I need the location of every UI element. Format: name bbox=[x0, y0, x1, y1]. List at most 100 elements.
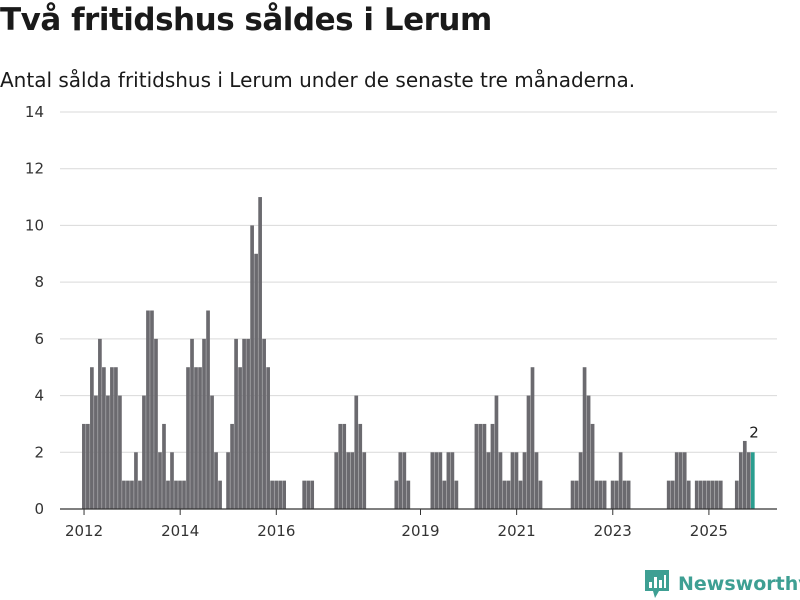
bar bbox=[522, 452, 527, 509]
bar bbox=[594, 480, 599, 509]
bar bbox=[214, 452, 218, 509]
bar bbox=[478, 423, 483, 509]
bar bbox=[258, 197, 262, 510]
bar bbox=[742, 440, 747, 509]
bar bbox=[190, 338, 194, 509]
bar bbox=[534, 452, 539, 509]
x-tick-label: 2014 bbox=[161, 522, 199, 540]
bar bbox=[138, 480, 142, 509]
bar bbox=[110, 367, 114, 509]
bar bbox=[490, 423, 495, 509]
bar bbox=[482, 423, 487, 509]
bar bbox=[678, 452, 683, 509]
bar bbox=[530, 367, 535, 509]
bar bbox=[694, 480, 699, 509]
bar bbox=[502, 480, 507, 509]
y-tick-label: 8 bbox=[34, 273, 44, 291]
y-tick-label: 4 bbox=[34, 387, 44, 405]
bar bbox=[182, 480, 186, 509]
chart-title: Två fritidshus såldes i Lerum bbox=[0, 2, 492, 38]
bar bbox=[134, 452, 138, 509]
bar bbox=[706, 480, 711, 509]
bar bbox=[142, 395, 146, 509]
bar bbox=[266, 367, 270, 509]
bar bbox=[154, 338, 158, 509]
bar bbox=[590, 423, 595, 509]
bar bbox=[118, 395, 122, 509]
x-tick-label: 2012 bbox=[65, 522, 103, 540]
bar bbox=[122, 480, 126, 509]
bar bbox=[746, 452, 751, 509]
newsworthy-logo[interactable]: Newsworthy bbox=[644, 568, 800, 600]
bar bbox=[526, 395, 531, 509]
bar bbox=[354, 395, 359, 509]
bar bbox=[570, 480, 575, 509]
bar bbox=[734, 480, 739, 509]
bar bbox=[198, 367, 202, 509]
bar bbox=[750, 452, 755, 509]
bar bbox=[338, 423, 343, 509]
bar bbox=[262, 338, 266, 509]
bar bbox=[698, 480, 703, 509]
bar bbox=[598, 480, 603, 509]
bar bbox=[710, 480, 715, 509]
value-label: 2 bbox=[749, 423, 759, 441]
bar bbox=[574, 480, 579, 509]
bar bbox=[622, 480, 627, 509]
bar bbox=[242, 338, 246, 509]
bar bbox=[114, 367, 118, 509]
bar bbox=[170, 452, 174, 509]
bar bbox=[718, 480, 723, 509]
bar bbox=[254, 253, 258, 509]
bar bbox=[702, 480, 707, 509]
bar bbox=[430, 452, 435, 509]
bar bbox=[146, 310, 150, 509]
x-tick-label: 2019 bbox=[401, 522, 439, 540]
bar bbox=[686, 480, 691, 509]
bar bbox=[394, 480, 399, 509]
bar bbox=[454, 480, 459, 509]
bar bbox=[238, 367, 242, 509]
bar bbox=[582, 367, 587, 509]
bar bbox=[126, 480, 130, 509]
y-tick-label: 10 bbox=[25, 216, 44, 234]
bar bbox=[226, 452, 230, 509]
bar bbox=[166, 480, 170, 509]
bar bbox=[514, 452, 519, 509]
bar bbox=[578, 452, 583, 509]
bar bbox=[342, 423, 347, 509]
bar bbox=[174, 480, 178, 509]
x-tick-label: 2025 bbox=[690, 522, 728, 540]
y-tick-label: 6 bbox=[34, 330, 44, 348]
bar bbox=[402, 452, 407, 509]
bar bbox=[682, 452, 687, 509]
bar bbox=[434, 452, 439, 509]
bar bbox=[210, 395, 214, 509]
bar bbox=[278, 480, 282, 509]
bar bbox=[714, 480, 719, 509]
bar bbox=[98, 338, 102, 509]
bar bbox=[486, 452, 491, 509]
bar bbox=[446, 452, 451, 509]
bar bbox=[206, 310, 210, 509]
bar bbox=[150, 310, 154, 509]
bar bbox=[282, 480, 286, 509]
bar bbox=[106, 395, 110, 509]
y-tick-label: 14 bbox=[25, 103, 44, 121]
bar bbox=[250, 225, 254, 509]
bar bbox=[274, 480, 278, 509]
bar bbox=[158, 452, 162, 509]
bar bbox=[162, 423, 166, 509]
bar bbox=[234, 338, 238, 509]
x-tick-label: 2023 bbox=[594, 522, 632, 540]
bar bbox=[614, 480, 619, 509]
bar bbox=[94, 395, 98, 509]
y-tick-label: 2 bbox=[34, 443, 44, 461]
bar bbox=[86, 423, 90, 509]
y-tick-label: 12 bbox=[25, 160, 44, 178]
bar bbox=[310, 480, 315, 509]
bar bbox=[202, 338, 206, 509]
bar bbox=[130, 480, 134, 509]
bar bbox=[538, 480, 543, 509]
bar bbox=[510, 452, 515, 509]
